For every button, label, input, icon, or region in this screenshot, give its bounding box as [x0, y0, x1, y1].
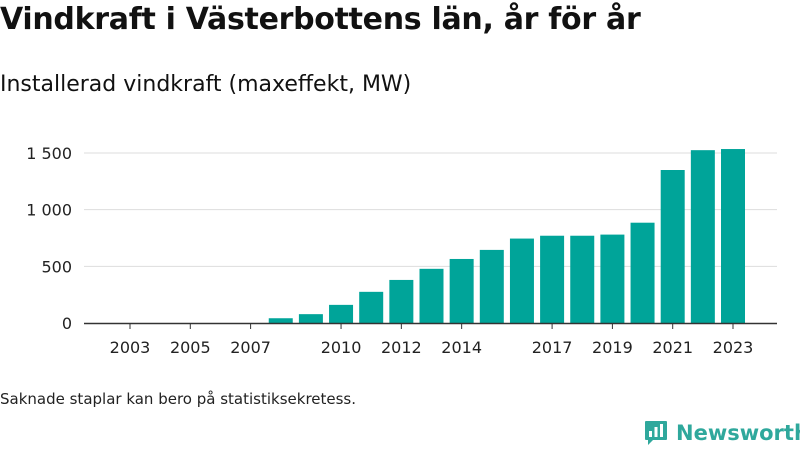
x-tick-label: 2003 [110, 338, 151, 357]
x-tick-label: 2021 [652, 338, 693, 357]
bar-2019 [600, 234, 625, 323]
x-tick-label: 2014 [441, 338, 482, 357]
x-tick-label: 2017 [532, 338, 573, 357]
x-tick-label: 2023 [713, 338, 754, 357]
x-tick-label: 2010 [321, 338, 362, 357]
bar-2020 [630, 222, 655, 323]
bar-chart: 0 500 1 000 1 500 2003 2005 2007 2010 2012 2014 20… [26, 144, 777, 357]
bar-2015 [479, 249, 504, 323]
y-tick-label: 1 500 [26, 144, 72, 163]
bar-2023 [721, 149, 745, 323]
bar-2021 [660, 170, 685, 323]
axes: 0 500 1 000 1 500 2003 2005 2007 2010 2012 2014 20… [26, 144, 777, 357]
x-tick-label: 2005 [170, 338, 211, 357]
x-tick-label: 2019 [592, 338, 633, 357]
y-tick-label: 0 [62, 314, 72, 333]
bar-2008 [268, 318, 293, 323]
x-tick-label: 2007 [230, 338, 271, 357]
footnote: Saknade staplar kan bero på statistiksek… [0, 390, 357, 408]
bar-2012 [389, 279, 414, 323]
bar-2018 [570, 235, 595, 323]
bar-2011 [359, 291, 384, 323]
bar-2009 [298, 314, 323, 323]
chart-subtitle: Installerad vindkraft (maxeffekt, MW) [0, 72, 412, 97]
brand-name: Newsworthy [676, 421, 800, 445]
y-tick-label: 1 000 [26, 201, 72, 220]
bar-2010 [329, 304, 354, 323]
bar-2013 [419, 268, 444, 323]
bar-2017 [540, 235, 565, 323]
bars [268, 149, 745, 323]
bar-2022 [690, 150, 715, 323]
newsworthy-logo-icon [645, 421, 667, 445]
y-tick-label: 500 [41, 257, 72, 276]
x-tick-label: 2012 [381, 338, 422, 357]
bar-2016 [509, 238, 534, 323]
brand-logo: Newsworthy [644, 420, 800, 446]
bar-2014 [449, 258, 474, 323]
chart-title: Vindkraft i Västerbottens län, år för år [0, 2, 641, 37]
